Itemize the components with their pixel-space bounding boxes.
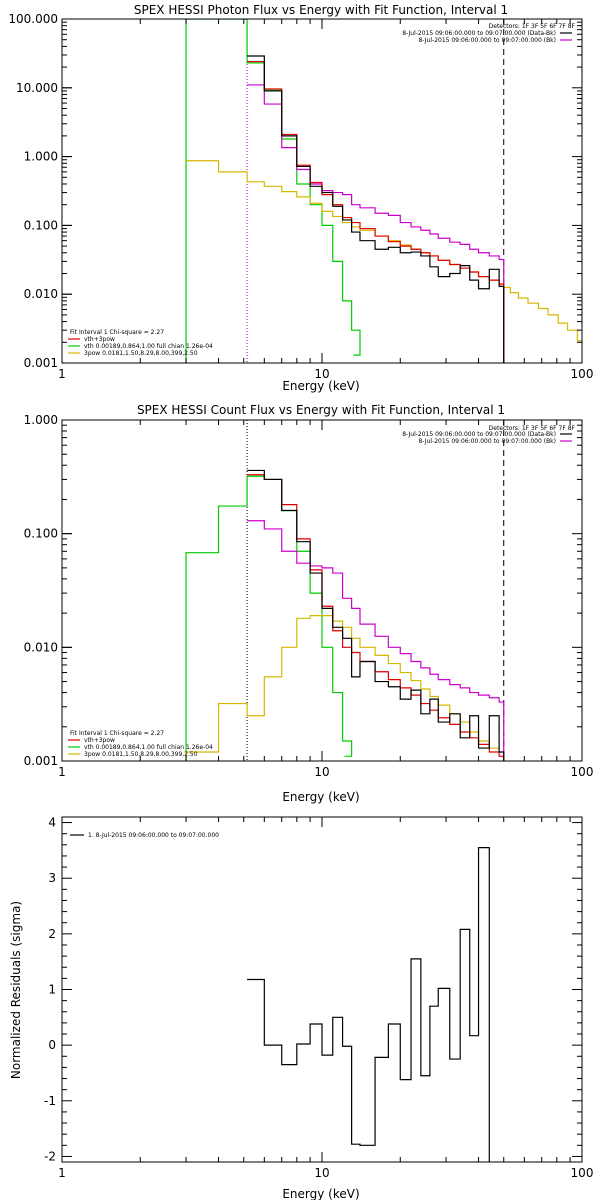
photon-fit-header: Fit Interval 1 Chi-square = 2.27 <box>70 329 164 336</box>
count-axes: 1 10 100 0.001 0.010 0.100 1.000 <box>24 413 594 779</box>
residuals-plot-area <box>247 847 490 1162</box>
residuals-y-tick-label: 4 <box>48 816 56 830</box>
residuals-y-tick-label: 1 <box>48 983 56 997</box>
photon-legend-bottom-entry: 3pow 0.0181,1.50,8.29,8.00,399,2.50 <box>84 350 198 357</box>
photon-series-bk <box>247 84 505 363</box>
residuals-y-tick-label: 0 <box>48 1038 56 1052</box>
residuals-x-axis-label: Energy (keV) <box>282 1187 359 1200</box>
photon-panel-title: SPEX HESSI Photon Flux vs Energy with Fi… <box>134 3 508 17</box>
count-y-tick-label: 1.000 <box>24 413 58 427</box>
residuals-y-tick-label: -1 <box>44 1094 56 1108</box>
photon-detectors-label: Detectors: 1F 3F 5F 6F 7F 8F <box>489 23 576 30</box>
count-plot-area <box>185 420 505 761</box>
photon-x-axis-label: Energy (keV) <box>282 379 359 393</box>
count-panel-title: SPEX HESSI Count Flux vs Energy with Fit… <box>137 403 505 417</box>
photon-y-tick-label: 0.010 <box>24 287 58 301</box>
photon-series-vth <box>185 19 361 363</box>
count-legend-top: 8-Jul-2015 09:06:00.000 to 09:07:00.000 … <box>402 431 572 445</box>
count-y-tick-label: 0.001 <box>24 754 58 768</box>
count-series-vth <box>185 475 353 761</box>
residuals-x-tick-label: 1 <box>58 1166 66 1180</box>
count-x-tick-label: 100 <box>571 765 594 779</box>
photon-y-tick-label: 0.100 <box>24 218 58 232</box>
count-x-axis-label: Energy (keV) <box>282 790 359 804</box>
photon-flux-panel: SPEX HESSI Photon Flux vs Energy with Fi… <box>8 3 593 393</box>
photon-y-tick-label: 10.000 <box>16 81 58 95</box>
photon-series-3pow <box>186 160 582 342</box>
residuals-y-tick-label: 2 <box>48 927 56 941</box>
count-legend-bottom-entry: vth 0.00189,0.864,1.00 full chian 1.26e-… <box>84 744 213 751</box>
photon-x-tick-label: 1 <box>58 367 66 381</box>
photon-y-tick-label: 100.000 <box>8 12 58 26</box>
residuals-plot-frame <box>61 816 583 1163</box>
photon-axes: 1 10 100 0.001 0.010 0.100 1.000 10.000 100.000 <box>8 12 593 381</box>
photon-y-tick-label: 1.000 <box>24 150 58 164</box>
count-fit-header: Fit Interval 1 Chi-square = 2.27 <box>70 730 164 737</box>
photon-x-tick-label: 10 <box>314 367 329 381</box>
count-x-tick-label: 10 <box>314 765 329 779</box>
count-series-data-bk <box>247 469 505 761</box>
count-y-tick-label: 0.010 <box>24 640 58 654</box>
residuals-x-tick-label: 100 <box>571 1166 594 1180</box>
photon-plot-area <box>185 19 582 363</box>
photon-y-tick-label: 0.001 <box>24 356 58 370</box>
residuals-series-residuals <box>247 847 490 1162</box>
photon-legend-top-entry: 8-Jul-2015 09:06:00.000 to 09:07:00.000 … <box>402 30 556 37</box>
count-series-bk <box>247 520 505 761</box>
count-legend-bottom-entry: vth+3pow <box>84 737 115 744</box>
photon-legend-top-entry: 8-Jul-2015 09:06:00.000 to 09:07:00.000 … <box>418 37 556 44</box>
residuals-y-tick-label: -2 <box>44 1149 56 1163</box>
photon-series-data-bk <box>247 55 505 363</box>
photon-x-tick-label: 100 <box>571 367 594 381</box>
residuals-panel: 1 10 100 -2 -1 0 1 2 3 4 Energy (keV) Normalized … <box>9 816 593 1200</box>
residuals-y-axis-label: Normalized Residuals (sigma) <box>9 901 23 1079</box>
count-y-tick-label: 0.100 <box>24 527 58 541</box>
photon-legend-top: 8-Jul-2015 09:06:00.000 to 09:07:00.000 … <box>402 30 572 44</box>
photon-legend-bottom-entry: vth+3pow <box>84 336 115 343</box>
count-detectors-label: Detectors: 1F 3F 5F 6F 7F 8F <box>489 425 576 432</box>
residuals-legend: 1. 8-Jul-2015 09:06:00.000 to 09:07:00.0… <box>70 832 219 839</box>
residuals-axes: 1 10 100 -2 -1 0 1 2 3 4 <box>44 816 593 1180</box>
count-series-vth-3pow <box>247 474 505 761</box>
residuals-y-tick-label: 3 <box>48 871 56 885</box>
count-legend-bottom-entry: 3pow 0.0181,1.50,8.29,8.00,399,2.50 <box>84 751 198 758</box>
count-legend-top-entry: 8-Jul-2015 09:06:00.000 to 09:07:00.000 … <box>418 438 556 445</box>
count-flux-panel: SPEX HESSI Count Flux vs Energy with Fit… <box>24 403 594 804</box>
residuals-legend-entry: 1. 8-Jul-2015 09:06:00.000 to 09:07:00.0… <box>88 832 219 839</box>
count-legend-top-entry: 8-Jul-2015 09:06:00.000 to 09:07:00.000 … <box>402 431 556 438</box>
count-x-tick-label: 1 <box>58 765 66 779</box>
residuals-x-tick-label: 10 <box>314 1166 329 1180</box>
photon-legend-bottom-entry: vth 0.00189,0.864,1.00 full chian 1.26e-… <box>84 343 213 350</box>
